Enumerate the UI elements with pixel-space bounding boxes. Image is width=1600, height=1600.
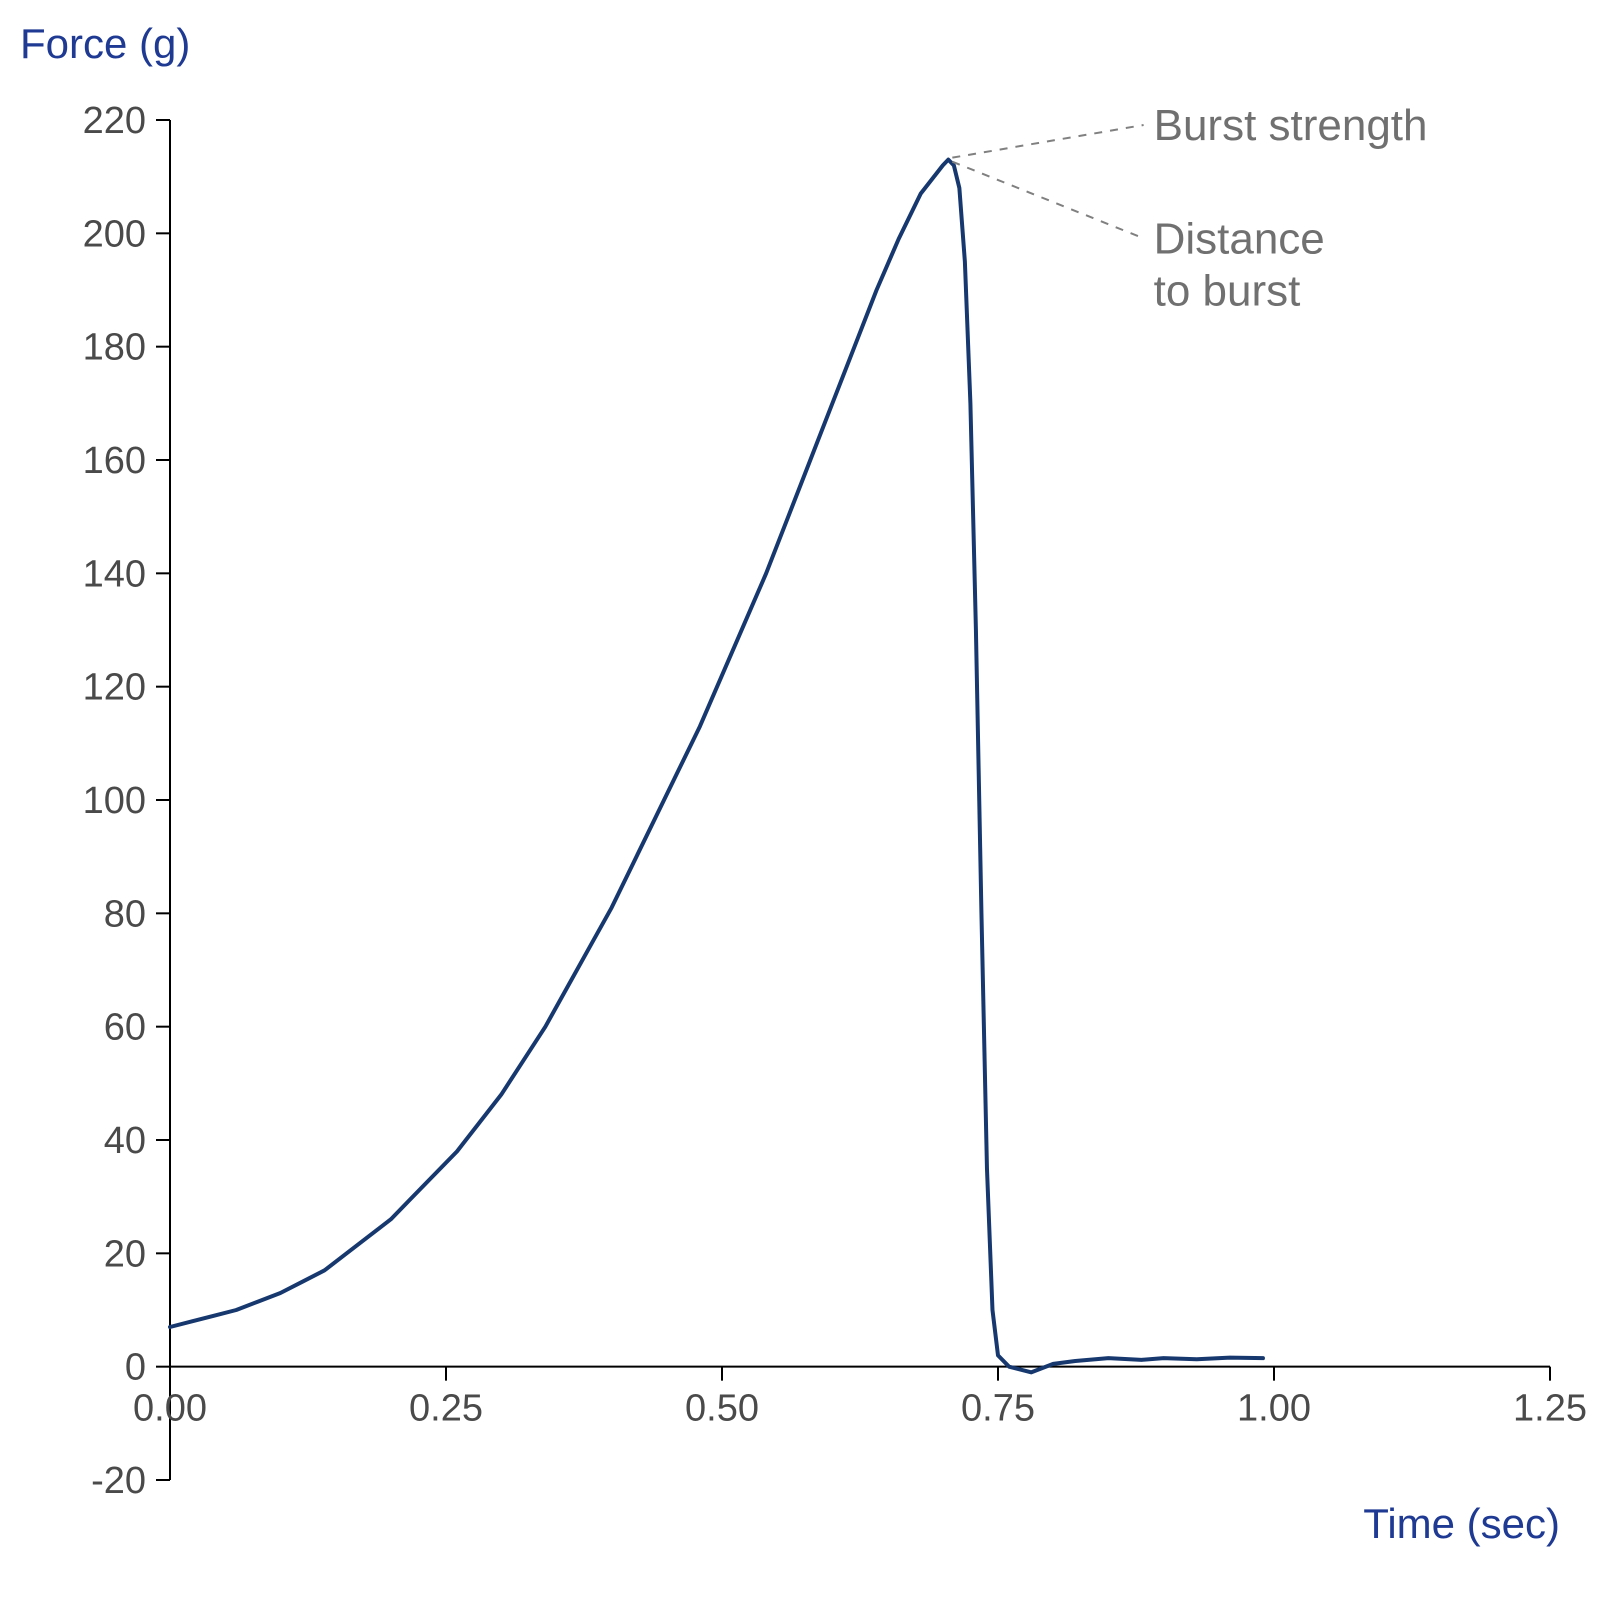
y-tick-label: 0 [125,1347,146,1389]
x-tick-label: 0.75 [961,1388,1035,1430]
y-tick-label: -20 [91,1460,146,1502]
annotation-burst-strength: Burst strength [1154,101,1428,150]
y-tick-label: 60 [104,1007,146,1049]
y-tick-label: 160 [83,440,146,482]
x-axis-title: Time (sec) [1363,1500,1560,1548]
y-tick-label: 100 [83,780,146,822]
y-tick-label: 120 [83,667,146,709]
y-tick-label: 20 [104,1233,146,1275]
y-tick-label: 80 [104,893,146,935]
chart-svg: -20 0 20 40 60 80 100 120 140 160 180 200 220 0.00 0.2… [0,0,1600,1600]
y-tick-label: 140 [83,553,146,595]
x-tick-label: 1.00 [1237,1388,1311,1430]
y-tick-label: 180 [83,327,146,369]
force-curve [170,160,1263,1373]
annotation-leader-distance-to-burst [952,162,1143,239]
x-tick-label: 0.25 [409,1388,483,1430]
y-axis-title: Force (g) [20,20,190,68]
annotation-distance-line2: to burst [1154,266,1301,315]
annotation-distance-line1: Distance [1154,214,1325,263]
y-tick-label: 40 [104,1120,146,1162]
annotation-leader-burst-strength [952,125,1143,158]
chart-container: Force (g) -20 0 20 40 60 80 100 120 140 160 180 200… [0,0,1600,1600]
y-tick-label: 220 [83,100,146,142]
x-tick-label: 0.00 [133,1388,207,1430]
x-tick-label: 0.50 [685,1388,759,1430]
x-tick-label: 1.25 [1513,1388,1587,1430]
y-tick-label: 200 [83,213,146,255]
